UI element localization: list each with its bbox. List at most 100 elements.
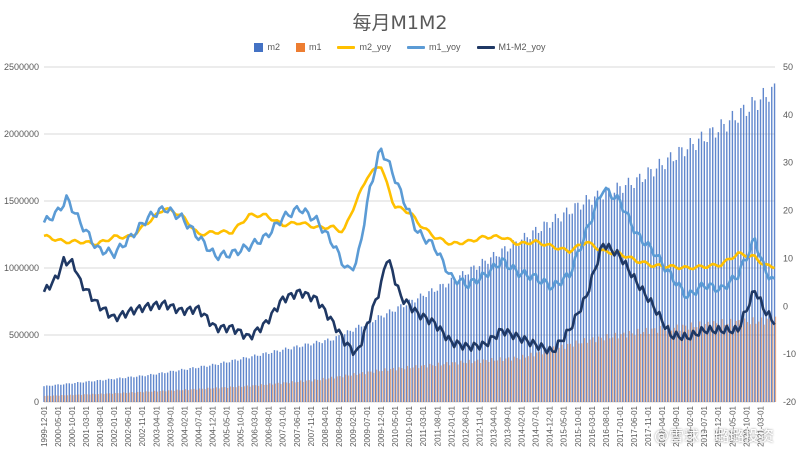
bar-m2 xyxy=(239,359,242,402)
bar-m1 xyxy=(235,387,237,402)
x-axis-tick-label: 2011-08-01 xyxy=(433,405,442,446)
bar-m2 xyxy=(248,358,250,402)
bar-m2 xyxy=(692,143,694,402)
bar-m1 xyxy=(443,364,445,402)
bar-m2 xyxy=(720,119,722,402)
bar-m1 xyxy=(308,380,310,402)
bar-m1 xyxy=(325,379,327,402)
left-axis-tick-label: 500000 xyxy=(9,330,39,340)
bar-m1 xyxy=(314,379,316,402)
bar-m2 xyxy=(220,362,222,402)
bar-m2 xyxy=(357,324,360,402)
bar-m1 xyxy=(398,367,400,402)
bar-m1 xyxy=(111,393,114,402)
bar-m2 xyxy=(121,378,124,402)
bar-m2 xyxy=(695,150,697,402)
bar-m2 xyxy=(386,313,388,402)
bar-m2 xyxy=(206,366,208,402)
bar-m2 xyxy=(484,260,486,402)
bar-m1 xyxy=(721,319,723,402)
bar-m1 xyxy=(215,387,217,402)
bar-m1 xyxy=(510,360,513,402)
x-axis-tick-label: 2003-09-01 xyxy=(166,405,175,446)
bar-m2 xyxy=(697,138,700,402)
bar-m2 xyxy=(422,295,425,402)
bar-m2 xyxy=(473,265,475,402)
bar-m1 xyxy=(212,388,215,402)
bar-m1 xyxy=(153,390,156,402)
bar-m2 xyxy=(183,369,186,402)
bar-m2 xyxy=(627,177,630,402)
bar-m1 xyxy=(673,327,675,402)
bar-m1 xyxy=(291,381,293,402)
bar-m1 xyxy=(100,393,102,402)
bar-m2 xyxy=(428,291,430,402)
bar-m1 xyxy=(550,351,552,402)
bar-m1 xyxy=(423,365,425,402)
bar-m1 xyxy=(333,378,336,402)
bar-m1 xyxy=(626,337,628,402)
bar-m2 xyxy=(447,283,450,402)
bar-m1 xyxy=(61,395,63,402)
bar-m1 xyxy=(502,360,504,402)
x-axis-tick-label: 2002-01-01 xyxy=(110,405,119,446)
bar-m1 xyxy=(564,348,566,402)
bar-m2 xyxy=(313,343,315,402)
bar-m2 xyxy=(363,326,366,402)
bar-m2 xyxy=(402,307,405,402)
bar-m1 xyxy=(485,360,487,402)
bar-m1 xyxy=(482,359,484,402)
bar-m2 xyxy=(501,248,503,402)
bar-m2 xyxy=(43,386,45,402)
bar-m1 xyxy=(266,384,268,402)
bar-m2 xyxy=(155,374,158,402)
bar-m1 xyxy=(572,346,574,402)
bar-m2 xyxy=(60,384,62,402)
bar-m2 xyxy=(686,149,689,402)
bar-m2 xyxy=(554,213,557,402)
bar-m1 xyxy=(592,337,594,402)
bar-m2 xyxy=(102,380,104,402)
bar-m2 xyxy=(127,376,129,402)
bar-m2 xyxy=(105,379,107,402)
bar-m2 xyxy=(737,122,739,402)
bar-m1 xyxy=(395,370,397,402)
bar-m2 xyxy=(116,378,118,402)
bar-m2 xyxy=(293,346,295,402)
bar-m1 xyxy=(47,395,49,402)
bar-m1 xyxy=(538,351,541,402)
bar-m1 xyxy=(496,360,498,402)
bar-m1 xyxy=(533,356,535,402)
bar-m2 xyxy=(394,311,396,402)
bar-m1 xyxy=(634,335,636,402)
bar-m1 xyxy=(300,380,302,402)
bar-m2 xyxy=(520,239,523,402)
bar-m1 xyxy=(401,368,403,402)
bar-m2 xyxy=(754,100,756,402)
right-axis-tick-label: 10 xyxy=(783,253,793,263)
bar-m1 xyxy=(86,394,88,402)
bar-m2 xyxy=(329,340,332,402)
x-axis-tick-label: 2014-02-01 xyxy=(518,405,527,446)
bar-m2 xyxy=(304,343,307,402)
right-axis-tick-label: -10 xyxy=(783,349,796,359)
x-axis-tick-label: 2012-01-01 xyxy=(447,405,456,446)
bar-m1 xyxy=(224,387,226,402)
bar-m2 xyxy=(476,269,478,402)
x-axis-tick-label: 2005-10-01 xyxy=(237,405,246,446)
bar-m2 xyxy=(310,345,312,402)
bar-m2 xyxy=(515,241,517,402)
bar-m2 xyxy=(374,319,377,402)
bar-m1 xyxy=(603,340,605,402)
bar-m2 xyxy=(245,357,248,402)
bar-m2 xyxy=(298,347,301,402)
bar-m1 xyxy=(193,388,195,402)
bar-m1 xyxy=(415,365,417,402)
bar-m2 xyxy=(425,297,427,402)
bar-m1 xyxy=(578,343,580,402)
bar-m2 xyxy=(388,309,391,402)
bar-m2 xyxy=(481,258,484,402)
bar-m1 xyxy=(555,350,557,402)
x-axis-tick-label: 2017-06-01 xyxy=(630,405,639,446)
bar-m2 xyxy=(616,182,618,402)
